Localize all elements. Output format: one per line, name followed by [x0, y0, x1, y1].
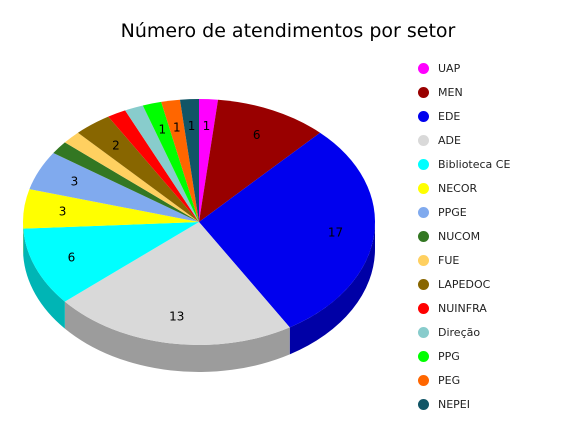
- legend-item: FUE: [418, 248, 568, 272]
- legend-swatch: [418, 398, 429, 410]
- legend-label: FUE: [438, 253, 460, 267]
- legend-swatch: [418, 278, 429, 290]
- legend-label: PPGE: [438, 205, 467, 219]
- legend-item: LAPEDOC: [418, 272, 568, 296]
- legend-swatch: [418, 374, 429, 386]
- slice-value-label: 1: [158, 123, 166, 137]
- pie-slice-side-ade: [64, 301, 290, 372]
- legend-label: MEN: [438, 85, 463, 99]
- legend-swatch: [418, 302, 429, 314]
- pie-slice-direção: [125, 105, 199, 222]
- pie-slice-side-biblioteca-ce: [23, 228, 65, 329]
- legend-swatch: [418, 62, 429, 74]
- chart-title: Número de atendimentos por setor: [120, 20, 456, 42]
- legend-label: EDE: [438, 109, 461, 123]
- legend-swatch: [418, 134, 429, 146]
- legend-item: NUCOM: [418, 224, 568, 248]
- pie-slice-ppge: [29, 152, 199, 222]
- pie-slice-lapedoc: [77, 116, 199, 222]
- pie-slice-uap: [199, 99, 219, 222]
- pie-side-walls: [23, 222, 375, 372]
- legend-item: NECOR: [418, 176, 568, 200]
- pie-slices: [23, 99, 375, 345]
- legend-swatch: [418, 182, 429, 194]
- pie-slice-nucom: [53, 142, 199, 222]
- legend-label: NECOR: [438, 181, 478, 195]
- legend-item: EDE: [418, 104, 568, 128]
- pie-slice-necor: [23, 189, 200, 229]
- slice-value-label: 3: [59, 205, 67, 219]
- pie-slice-men: [199, 99, 321, 222]
- legend-item: NUINFRA: [418, 296, 568, 320]
- legend-label: UAP: [438, 61, 461, 75]
- slice-value-label: 13: [169, 310, 184, 324]
- legend-label: Direção: [438, 325, 481, 339]
- pie-slice-nepei: [179, 99, 199, 222]
- legend-swatch: [418, 326, 429, 338]
- legend-item: PEG: [418, 368, 568, 392]
- legend-item: ADE: [418, 128, 568, 152]
- legend-label: Biblioteca CE: [438, 157, 511, 171]
- pie-slice-nuinfra: [108, 110, 199, 222]
- legend-swatch: [418, 86, 429, 98]
- pie-slice-side-ede: [289, 222, 375, 355]
- slice-value-label: 17: [328, 225, 343, 239]
- slice-value-label: 1: [203, 119, 211, 133]
- legend-swatch: [418, 158, 429, 170]
- legend-item: PPG: [418, 344, 568, 368]
- legend-label: PEG: [438, 373, 461, 387]
- slice-value-label: 1: [173, 120, 181, 134]
- legend-label: NUINFRA: [438, 301, 487, 315]
- slice-value-label: 6: [68, 251, 76, 265]
- legend-swatch: [418, 350, 429, 362]
- legend-item: NEPEI: [418, 392, 568, 416]
- pie-slice-biblioteca-ce: [23, 222, 200, 302]
- legend-label: LAPEDOC: [438, 277, 491, 291]
- pie-slice-peg: [161, 99, 199, 222]
- legend-label: ADE: [438, 133, 461, 147]
- slice-value-label: 3: [71, 175, 79, 189]
- legend-swatch: [418, 206, 429, 218]
- legend-swatch: [418, 110, 429, 122]
- legend-swatch: [418, 254, 429, 266]
- pie-slice-fue: [64, 132, 199, 222]
- legend-label: NUCOM: [438, 229, 481, 243]
- pie-slice-ppg: [142, 101, 199, 222]
- legend-item: PPGE: [418, 200, 568, 224]
- legend-item: Biblioteca CE: [418, 152, 568, 176]
- legend-label: PPG: [438, 349, 460, 363]
- legend-item: UAP: [418, 56, 568, 80]
- legend-swatch: [418, 230, 429, 242]
- slice-value-label: 1: [188, 119, 196, 133]
- slice-value-label: 2: [112, 139, 120, 153]
- legend-label: NEPEI: [438, 397, 471, 411]
- legend-item: MEN: [418, 80, 568, 104]
- legend-item: Direção: [418, 320, 568, 344]
- pie-slice-ade: [64, 222, 290, 345]
- slice-value-label: 6: [253, 128, 261, 142]
- legend: UAP MEN EDE ADE Biblioteca CE NECOR PPGE NUCOM F…: [418, 56, 568, 416]
- pie-slice-ede: [199, 132, 375, 328]
